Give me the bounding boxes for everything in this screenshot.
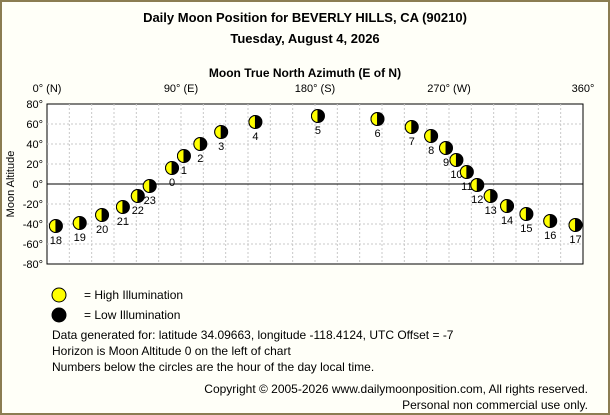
hour-label: 11 xyxy=(461,181,472,193)
legend-low-icon xyxy=(51,307,67,323)
hour-label: 6 xyxy=(374,128,380,140)
hour-label: 9 xyxy=(443,157,449,169)
moon-point-hour-11-lit xyxy=(459,164,468,180)
y-tick-label: 40° xyxy=(26,139,43,151)
moon-point-hour-14-lit xyxy=(500,198,508,214)
moon-point-hour-12-lit xyxy=(470,177,478,193)
moon-point-hour-5-lit xyxy=(310,108,319,124)
hour-label: 20 xyxy=(96,224,108,236)
moon-point-hour-21-lit xyxy=(115,199,124,215)
moon-point-hour-22-lit xyxy=(130,188,139,204)
moon-point-hour-10-lit xyxy=(449,152,457,168)
x-tick-label: 0° (N) xyxy=(33,83,62,95)
hour-label: 23 xyxy=(144,195,156,207)
hour-label: 22 xyxy=(132,205,144,217)
y-tick-label: -40° xyxy=(23,219,43,231)
hour-label: 3 xyxy=(218,141,224,153)
personal-use-text: Personal non commercial use only. xyxy=(402,398,588,412)
hour-label: 2 xyxy=(197,153,203,165)
hour-label: 19 xyxy=(74,232,86,244)
hour-label: 15 xyxy=(520,223,532,235)
hour-label: 16 xyxy=(544,230,556,242)
moon-point-hour-15-lit xyxy=(519,206,527,222)
y-tick-label: -20° xyxy=(23,199,43,211)
x-tick-label: 360° xyxy=(572,83,595,95)
info-line-horizon: Horizon is Moon Altitude 0 on the left o… xyxy=(52,344,291,358)
y-tick-label: -60° xyxy=(23,239,43,251)
moon-point-hour-16-lit xyxy=(543,213,551,229)
chart-date: Tuesday, August 4, 2026 xyxy=(230,31,380,46)
x-axis-title: Moon True North Azimuth (E of N) xyxy=(208,66,402,80)
hour-label: 10 xyxy=(450,169,462,181)
y-axis-title: Moon Altitude xyxy=(5,151,17,218)
y-tick-label: 20° xyxy=(26,159,43,171)
moon-point-hour-17-lit xyxy=(568,217,577,233)
copyright-text: Copyright © 2005-2026 www.dailymoonposit… xyxy=(204,382,588,396)
hour-label: 17 xyxy=(569,234,581,246)
moon-point-hour-18-lit xyxy=(48,218,57,234)
hour-label: 0 xyxy=(169,177,175,189)
hour-label: 4 xyxy=(252,131,258,143)
hour-label: 21 xyxy=(117,216,129,228)
hour-label: 13 xyxy=(485,205,497,217)
moon-point-hour-4-lit xyxy=(248,114,256,130)
chart-title: Daily Moon Position for BEVERLY HILLS, C… xyxy=(143,10,467,25)
info-line-hours: Numbers below the circles are the hour o… xyxy=(52,360,375,374)
x-tick-label: 180° (S) xyxy=(295,83,335,95)
hour-label: 12 xyxy=(471,194,483,206)
legend-high-label: = High Illumination xyxy=(84,288,184,302)
moon-point-hour-19-lit xyxy=(72,215,81,231)
hour-label: 8 xyxy=(428,145,434,157)
legend-high-icon xyxy=(51,287,67,303)
moon-point-hour-2-lit xyxy=(193,136,201,152)
moon-point-hour-23-lit xyxy=(142,178,151,194)
moon-point-hour-1-lit xyxy=(176,148,185,164)
hour-label: 1 xyxy=(181,165,187,177)
moon-point-hour-6-lit xyxy=(370,111,379,127)
moon-point-hour-8-lit xyxy=(424,128,432,144)
moon-point-hour-9-lit xyxy=(439,140,447,156)
y-tick-label: -80° xyxy=(23,259,43,271)
hour-label: 7 xyxy=(409,136,415,148)
hour-label: 14 xyxy=(501,215,513,227)
moon-point-hour-3-lit xyxy=(214,124,222,140)
hour-label: 18 xyxy=(50,235,62,247)
y-tick-label: 80° xyxy=(26,99,43,111)
hour-label: 5 xyxy=(315,125,321,137)
y-tick-label: 60° xyxy=(26,119,43,131)
moon-point-hour-7-lit xyxy=(404,119,413,135)
legend-low-label: = Low Illumination xyxy=(84,308,181,322)
moon-point-hour-13-lit xyxy=(483,188,492,204)
moon-point-hour-20-lit xyxy=(95,207,103,223)
x-tick-label: 270° (W) xyxy=(427,83,471,95)
info-line-location: Data generated for: latitude 34.09663, l… xyxy=(52,328,454,342)
moon-point-hour-0-lit xyxy=(165,160,173,176)
x-tick-label: 90° (E) xyxy=(164,83,198,95)
y-tick-label: 0° xyxy=(32,179,43,191)
